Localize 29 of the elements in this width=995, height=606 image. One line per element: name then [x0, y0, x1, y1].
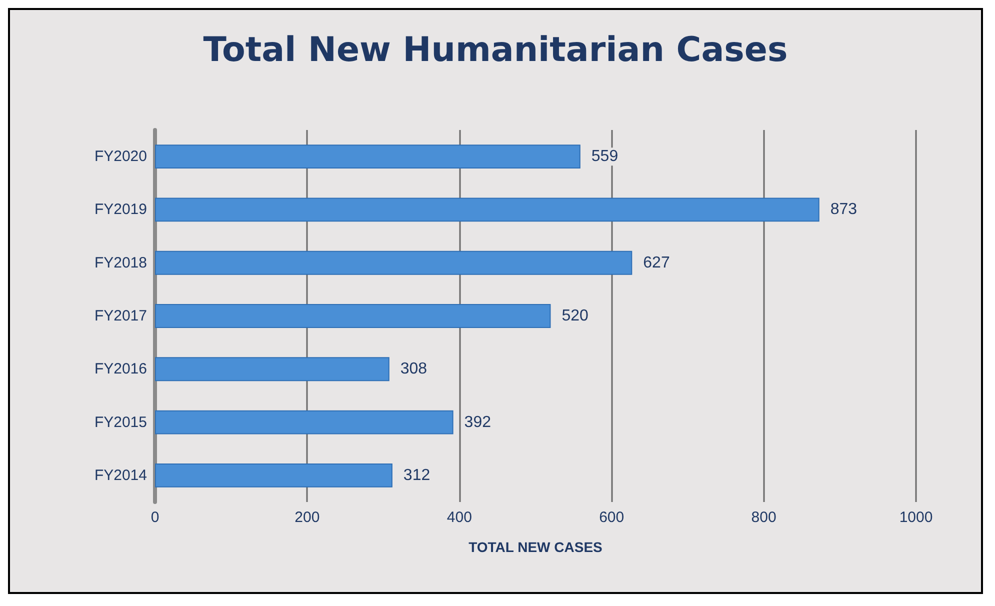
y-tick-label: FY2017 [94, 308, 147, 324]
data-label: 627 [643, 254, 670, 272]
x-tick-label: 1000 [899, 509, 933, 526]
data-label: 312 [403, 466, 430, 484]
data-label: 520 [562, 308, 589, 324]
bar [155, 304, 551, 328]
x-axis-title: TOTAL NEW CASES [468, 539, 602, 555]
chart-title: Total New Humanitarian Cases [203, 30, 788, 70]
bar [155, 144, 580, 169]
bar [155, 357, 390, 382]
bar [155, 250, 632, 275]
data-label: 308 [400, 360, 428, 378]
x-tick-label: 400 [446, 509, 472, 526]
y-tick-label: FY2019 [94, 201, 147, 218]
data-label: 873 [830, 201, 858, 218]
y-tick-label: FY2020 [94, 148, 147, 166]
x-tick-label: 0 [150, 509, 160, 526]
data-label: 559 [591, 148, 618, 166]
bar [155, 410, 454, 434]
x-tick-label: 200 [294, 509, 320, 526]
y-tick-label: FY2015 [94, 414, 147, 431]
y-tick-label: FY2016 [94, 360, 147, 378]
x-tick-label: 600 [599, 509, 624, 526]
bar [155, 463, 392, 488]
bar [155, 198, 820, 222]
y-tick-label: FY2018 [94, 254, 147, 272]
data-label: 392 [464, 414, 492, 431]
x-tick-label: 800 [751, 509, 776, 526]
y-tick-label: FY2014 [94, 466, 147, 484]
